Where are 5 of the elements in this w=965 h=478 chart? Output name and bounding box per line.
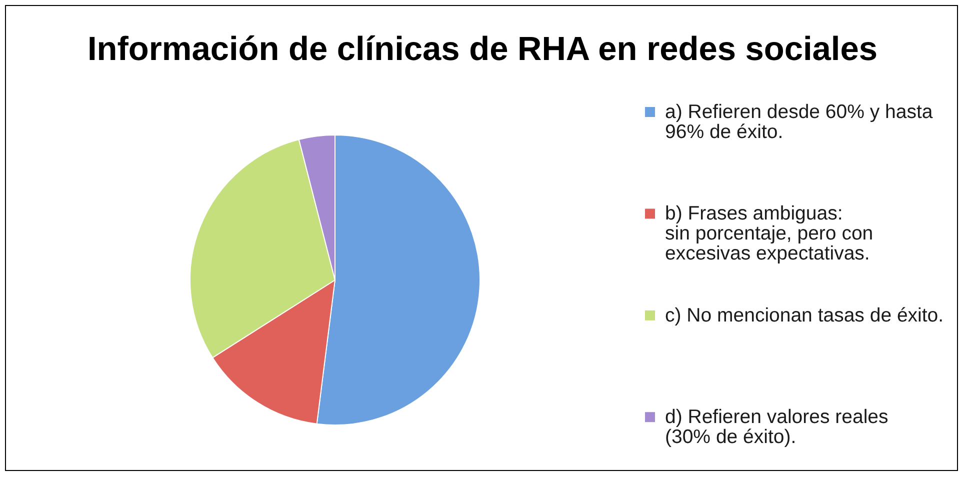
legend-label: c) No mencionan tasas de éxito.: [665, 304, 944, 326]
legend-label: a) Refieren desde 60% y hasta 96% de éxito.: [665, 101, 933, 143]
legend-label: d) Refieren valores reales (30% de éxito).: [665, 406, 889, 448]
chart-title: Información de clínicas de RHA en redes sociales: [87, 31, 878, 68]
legend-label: b) Frases ambiguas: sin porcentaje, pero con excesivas expectativas.: [665, 202, 874, 265]
